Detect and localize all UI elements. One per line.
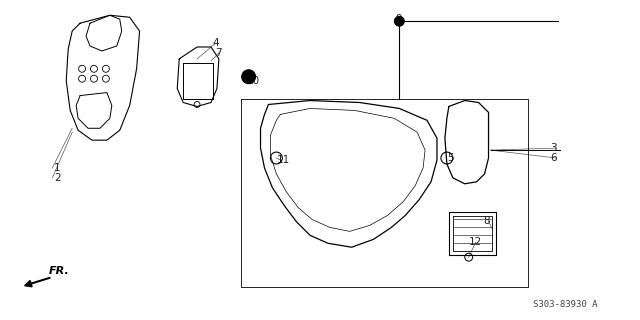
Circle shape [242, 70, 255, 84]
Text: 12: 12 [469, 237, 483, 247]
Text: 4: 4 [212, 38, 220, 48]
Text: 3: 3 [550, 143, 557, 153]
Text: FR.: FR. [49, 266, 69, 276]
Text: 5: 5 [447, 153, 454, 163]
Circle shape [394, 16, 404, 26]
Text: 6: 6 [550, 153, 557, 163]
Text: 2: 2 [54, 173, 61, 183]
Text: S303-83930 A: S303-83930 A [533, 300, 598, 309]
Text: 7: 7 [216, 48, 222, 58]
Text: 9: 9 [395, 14, 402, 24]
Text: 10: 10 [247, 76, 260, 86]
Text: 1: 1 [54, 163, 61, 173]
Text: 8: 8 [483, 216, 490, 227]
Text: 11: 11 [276, 155, 290, 165]
